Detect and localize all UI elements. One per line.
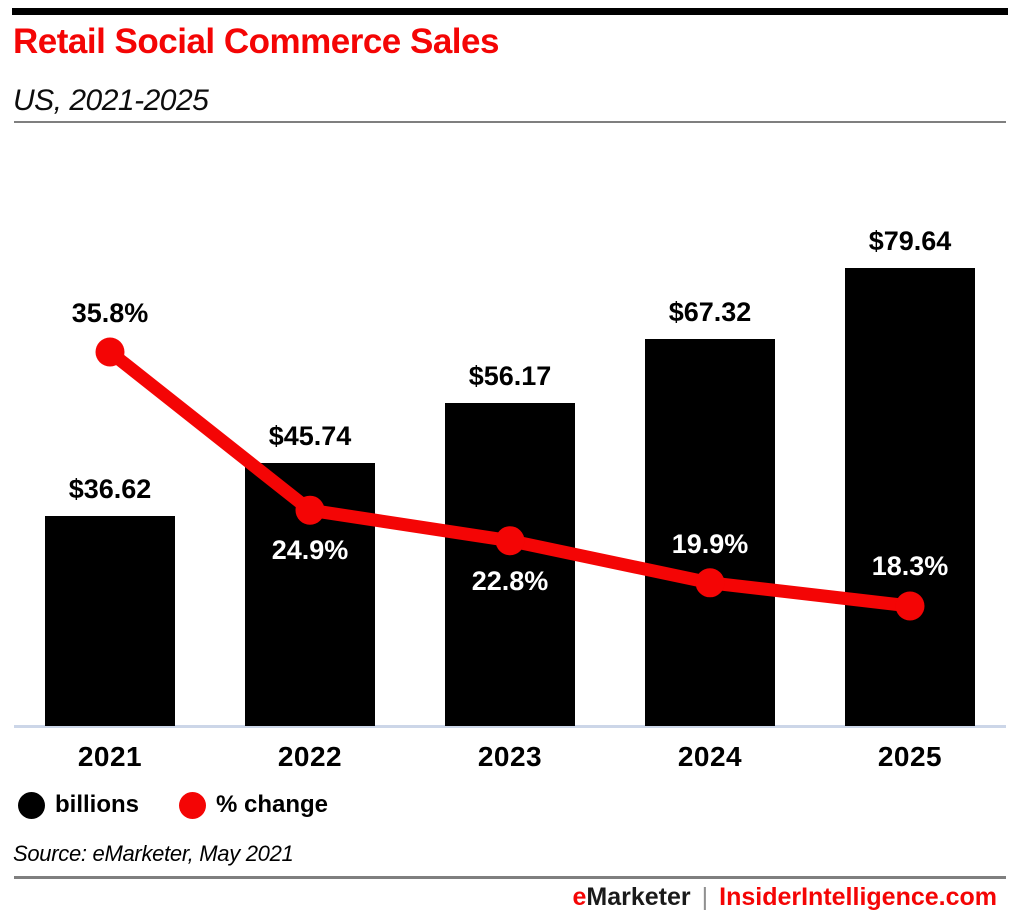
bar-value-label-2022: $45.74 [268,421,352,452]
brand-emarketer-rest: Marketer [586,883,691,911]
bar-value-label-2024: $67.32 [668,297,752,328]
header-divider [14,121,1006,123]
legend-label-pct-change: % change [216,791,329,818]
x-axis-label-2021: 2021 [77,741,143,772]
x-axis-line [14,725,1006,728]
bar-2023 [445,403,575,726]
legend-item-pct-change: % change [179,791,328,819]
footer-site: InsiderIntelligence.com [719,883,997,911]
billions-color-swatch-icon [18,791,45,819]
chart-subtitle: US, 2021-2025 [13,84,209,117]
x-axis-label-2023: 2023 [477,741,543,772]
footer-brand: eMarketer | InsiderIntelligence.com [573,883,998,912]
footer-separator: | [701,883,709,911]
x-axis-label-2025: 2025 [877,741,943,772]
pct-point-2021 [95,337,125,367]
legend-item-billions: billions [18,791,139,819]
bar-2025 [845,268,975,726]
chart-title: Retail Social Commerce Sales [13,22,499,61]
chart-legend: billions % change [18,791,328,819]
pct-point-label-2024: 19.9% [671,528,749,559]
pct-point-label-2025: 18.3% [871,550,949,581]
bar-2022 [245,463,375,726]
top-accent-bar [12,8,1008,15]
x-axis-label-2024: 2024 [677,741,743,772]
bar-2021 [45,515,175,726]
brand-emarketer: eMarketer [573,883,691,911]
bar-value-label-2021: $36.62 [68,473,152,504]
bar-value-label-2023: $56.17 [468,361,552,392]
x-axis-label-2022: 2022 [277,741,343,772]
source-note: Source: eMarketer, May 2021 [13,841,294,866]
pct-point-label-2023: 22.8% [471,565,549,596]
legend-label-billions: billions [55,791,139,818]
pct-change-color-swatch-icon [179,791,206,819]
pct-point-label-2021: 35.8% [71,297,149,328]
brand-emarketer-e: e [572,883,587,911]
pct-point-label-2022: 24.9% [271,535,349,566]
footer-divider [14,876,1006,879]
bar-value-label-2025: $79.64 [868,226,952,257]
